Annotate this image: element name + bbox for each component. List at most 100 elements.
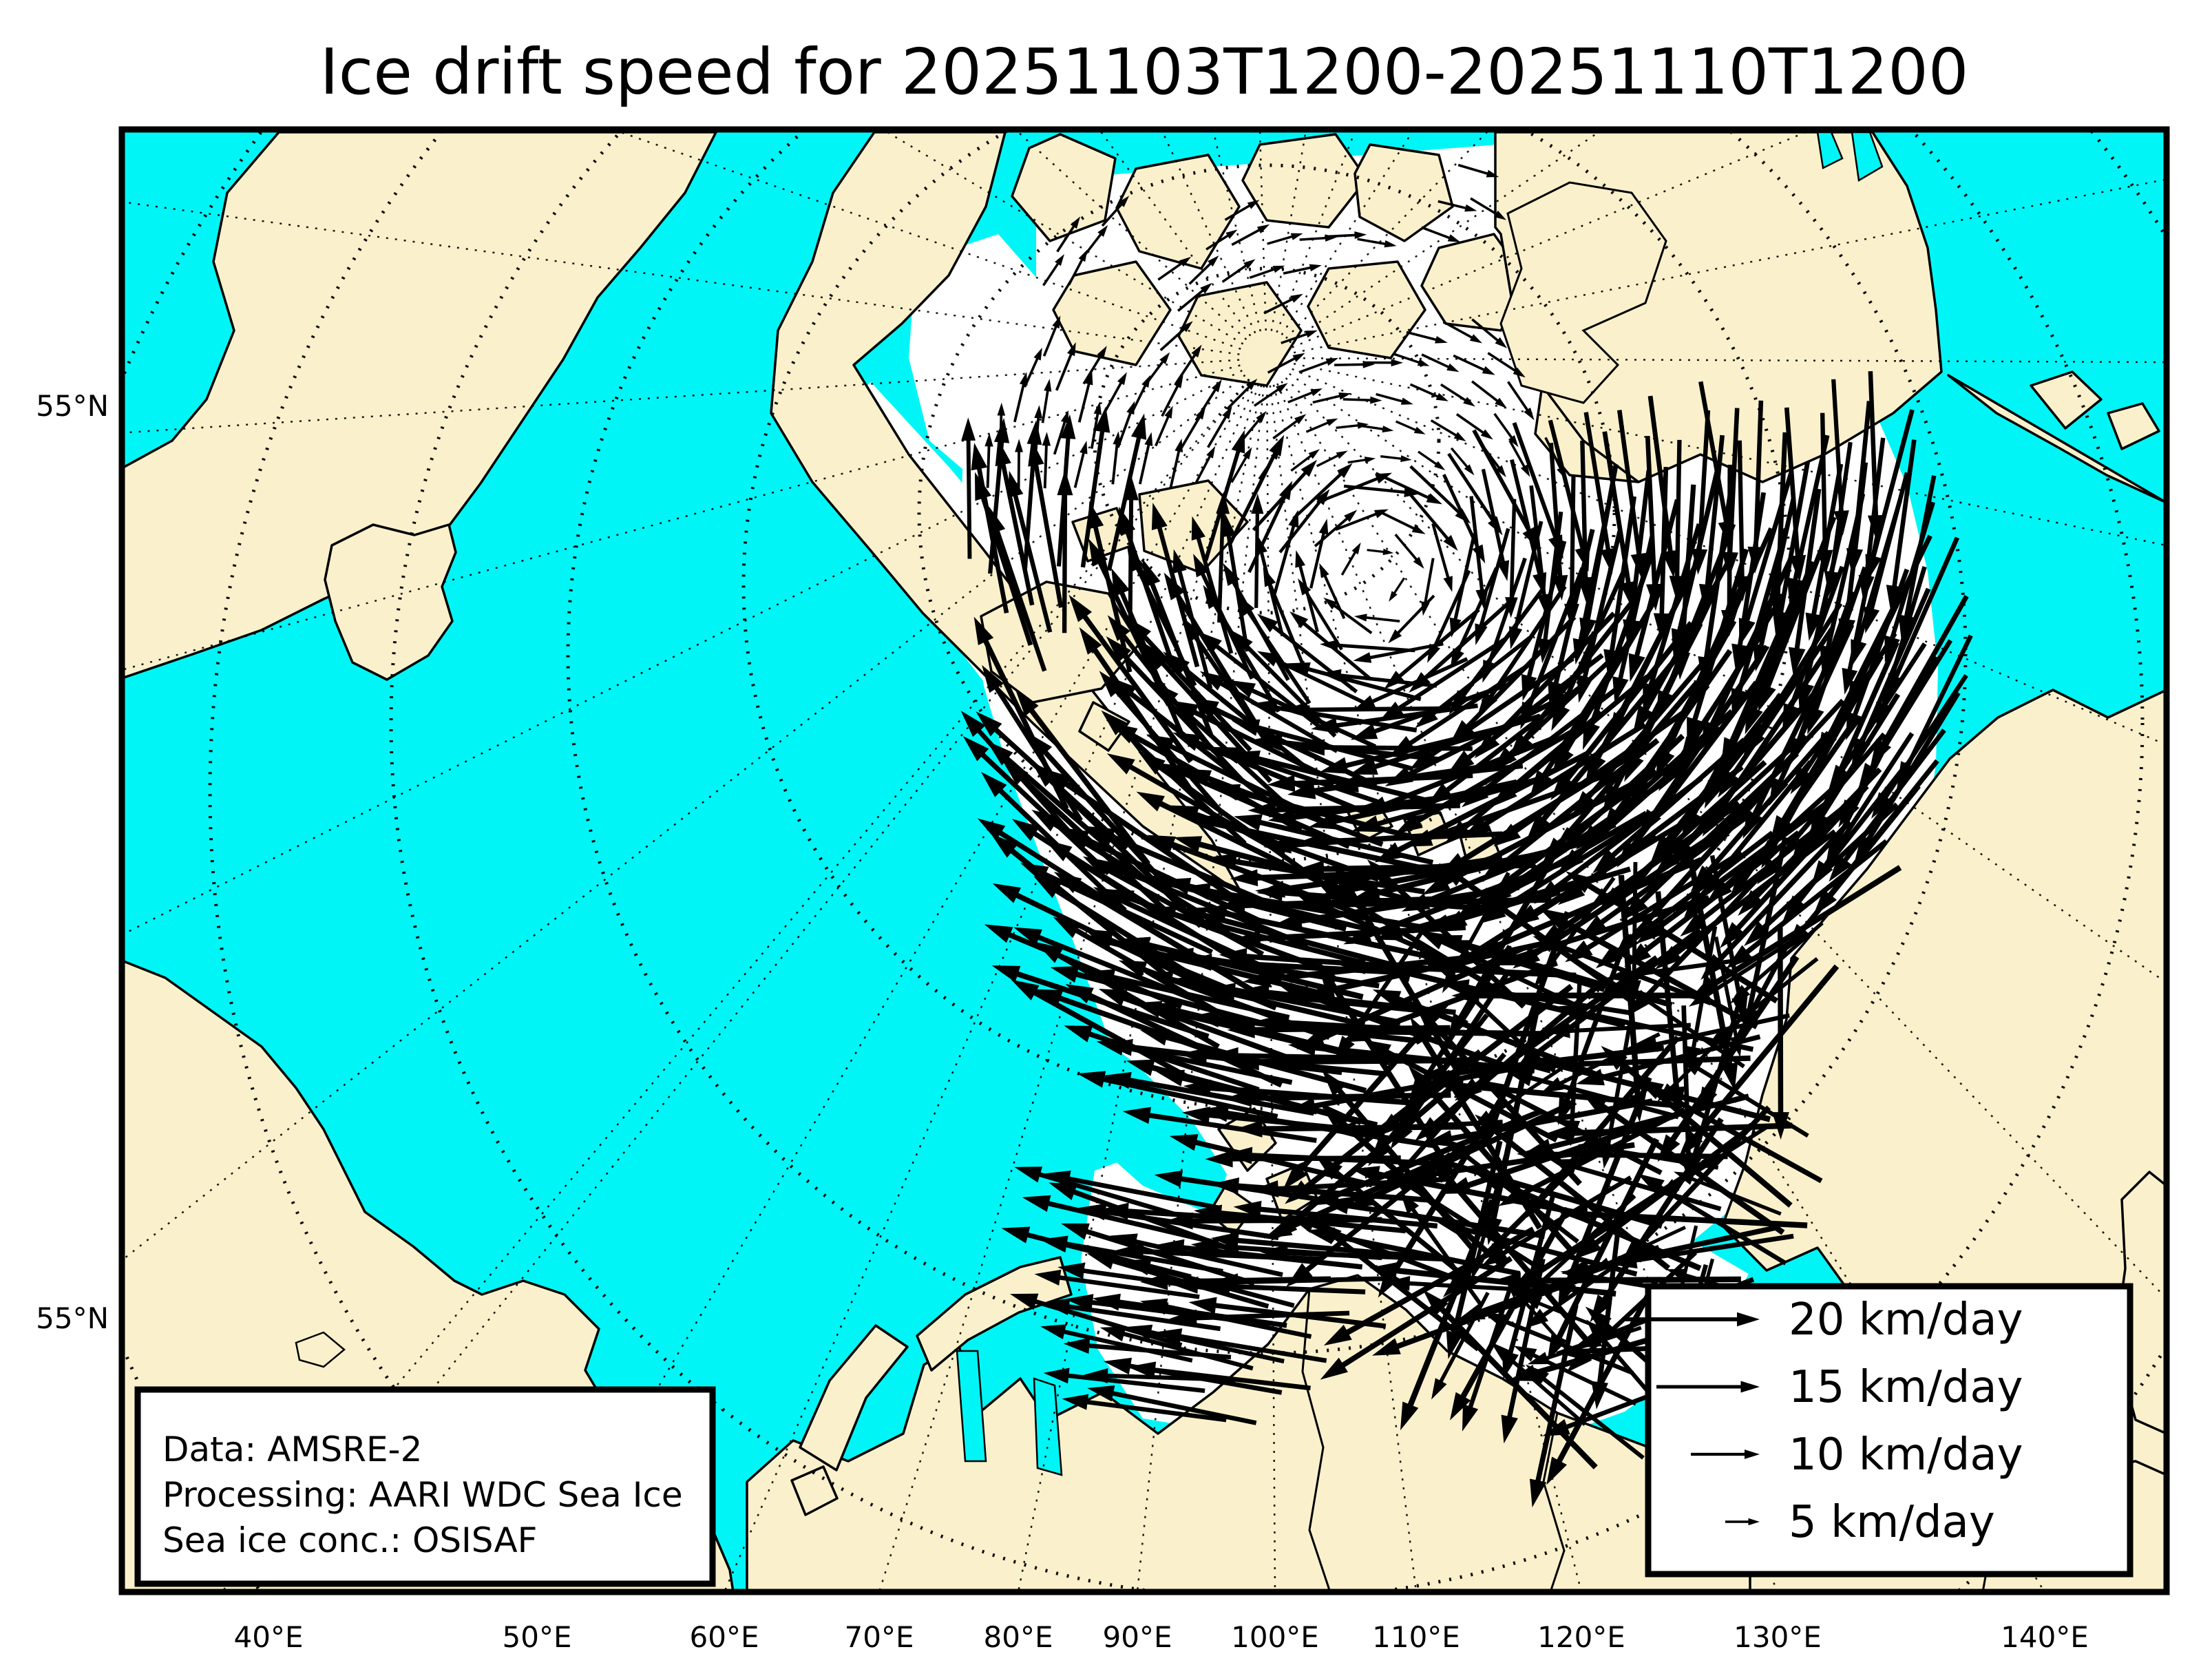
drift-arrow-head xyxy=(1319,1102,1346,1127)
drift-arrow xyxy=(1511,521,1544,638)
drift-arrow-head xyxy=(976,711,1002,737)
drift-arrow-head xyxy=(1213,746,1243,764)
drift-arrow-head xyxy=(1194,1204,1223,1222)
drift-arrow-head xyxy=(1188,1297,1217,1314)
drift-arrow-head xyxy=(1585,1306,1612,1332)
drift-arrow-head xyxy=(1287,662,1311,676)
annotation-line-processing: Processing: AARI WDC Sea Ice xyxy=(162,1475,683,1515)
drift-arrow-head xyxy=(1443,576,1453,592)
drift-arrow xyxy=(1075,605,1193,764)
drift-arrow xyxy=(1231,226,1265,247)
drift-arrow xyxy=(1537,1055,1751,1069)
drift-arrow-head xyxy=(1199,671,1225,691)
drift-arrow xyxy=(1225,1276,1393,1285)
drift-arrow-head xyxy=(1093,401,1102,415)
drift-arrow-head xyxy=(1314,879,1342,901)
drift-arrow-head xyxy=(1391,359,1403,367)
drift-arrow-head xyxy=(980,772,1007,797)
drift-arrow-head xyxy=(1174,375,1183,388)
drift-arrow xyxy=(1878,566,1927,716)
drift-arrow xyxy=(1207,411,1230,448)
drift-arrow xyxy=(1681,1005,1692,1168)
drift-arrow xyxy=(1431,523,1451,585)
drift-arrow-head xyxy=(1172,549,1187,574)
drift-arrow xyxy=(1117,1076,1315,1116)
drift-arrow-head xyxy=(971,442,988,471)
drift-arrow xyxy=(1394,534,1421,565)
drift-arrow-head xyxy=(1542,1418,1570,1436)
drift-arrow-head xyxy=(1382,548,1394,556)
drift-arrow xyxy=(1526,928,1702,1063)
drift-arrow-head xyxy=(1738,890,1764,916)
drift-arrow-head xyxy=(1124,476,1139,501)
drift-arrow-head xyxy=(1225,229,1238,239)
drift-arrow xyxy=(1281,331,1312,344)
drift-arrow xyxy=(1835,729,1946,872)
drift-arrow-head xyxy=(1255,884,1283,901)
drift-arrow-head xyxy=(1026,732,1053,759)
drift-arrow-head xyxy=(1429,1156,1455,1183)
drift-arrow-head xyxy=(1154,1170,1183,1188)
drift-arrow-head xyxy=(1731,643,1749,672)
drift-arrow-head xyxy=(1231,1053,1259,1071)
drift-arrow xyxy=(1267,355,1300,374)
drift-arrow xyxy=(1320,1230,1521,1277)
drift-arrow-head xyxy=(1162,877,1192,895)
drift-arrow-head xyxy=(1208,255,1219,267)
drift-arrow xyxy=(1137,1111,1317,1143)
drift-arrow-head xyxy=(1109,722,1138,744)
drift-arrow xyxy=(1457,653,1604,767)
drift-arrow-head xyxy=(1033,347,1042,361)
drift-arrow xyxy=(986,440,991,488)
drift-arrow-head xyxy=(1463,397,1475,407)
drift-arrow xyxy=(1800,523,1845,697)
drift-arrow xyxy=(1302,1066,1511,1111)
drift-arrow-head xyxy=(1193,554,1210,578)
drift-arrow-head xyxy=(1310,388,1323,397)
drift-arrow-head xyxy=(1182,883,1211,900)
drift-arrow xyxy=(1055,775,1244,905)
drift-arrow-head xyxy=(1103,1071,1132,1089)
drift-arrow-head xyxy=(1013,927,1042,945)
drift-arrow xyxy=(1111,438,1119,485)
lon-tick-label-4: 80°E xyxy=(984,1620,1053,1654)
land-mass-a-canada xyxy=(122,131,717,680)
drift-arrow xyxy=(1414,821,1616,909)
drift-arrow-head xyxy=(987,740,1013,766)
drift-arrow-head xyxy=(1329,1121,1357,1138)
drift-arrow-head xyxy=(1161,763,1190,783)
drift-arrow-head xyxy=(1138,751,1166,775)
drift-arrow xyxy=(1378,510,1420,532)
drift-arrow-head xyxy=(1216,897,1245,914)
drift-arrow-head xyxy=(973,616,994,646)
drift-arrow xyxy=(1734,527,1789,703)
drift-arrow-head xyxy=(1309,264,1322,272)
drift-arrow xyxy=(1323,779,1517,827)
drift-arrow xyxy=(1890,439,1917,598)
inlet-ob-gulf xyxy=(956,1350,987,1463)
drift-arrow-head xyxy=(1234,1120,1263,1138)
drift-arrow xyxy=(1577,877,1779,1004)
drift-arrow-head xyxy=(1384,240,1397,248)
drift-arrow-head xyxy=(1122,1107,1151,1124)
drift-arrow-head xyxy=(1182,1107,1211,1124)
drift-arrow-head xyxy=(1219,947,1247,965)
drift-arrow xyxy=(1313,831,1503,845)
drift-arrow-head xyxy=(1086,1253,1116,1270)
drift-arrow-head xyxy=(1097,224,1108,237)
drift-arrow-head xyxy=(1053,871,1082,894)
drift-arrow xyxy=(1393,594,1435,639)
drift-arrow-head xyxy=(1294,414,1307,425)
drift-arrow xyxy=(1265,576,1305,666)
legend-arrow-5-head xyxy=(1748,1518,1760,1526)
drift-arrow-head xyxy=(1833,510,1849,536)
drift-arrow-head xyxy=(1338,392,1351,400)
data-source-box: Data: AMSRE-2 Processing: AARI WDC Sea I… xyxy=(134,1386,716,1587)
drift-arrow-head xyxy=(1033,876,1062,899)
drift-arrow xyxy=(1548,419,1588,560)
drift-arrow xyxy=(1809,463,1844,627)
drift-arrow-head xyxy=(1197,631,1222,653)
drift-arrow xyxy=(1325,1163,1475,1286)
drift-arrow xyxy=(1633,619,1737,799)
drift-arrow xyxy=(1312,393,1345,404)
